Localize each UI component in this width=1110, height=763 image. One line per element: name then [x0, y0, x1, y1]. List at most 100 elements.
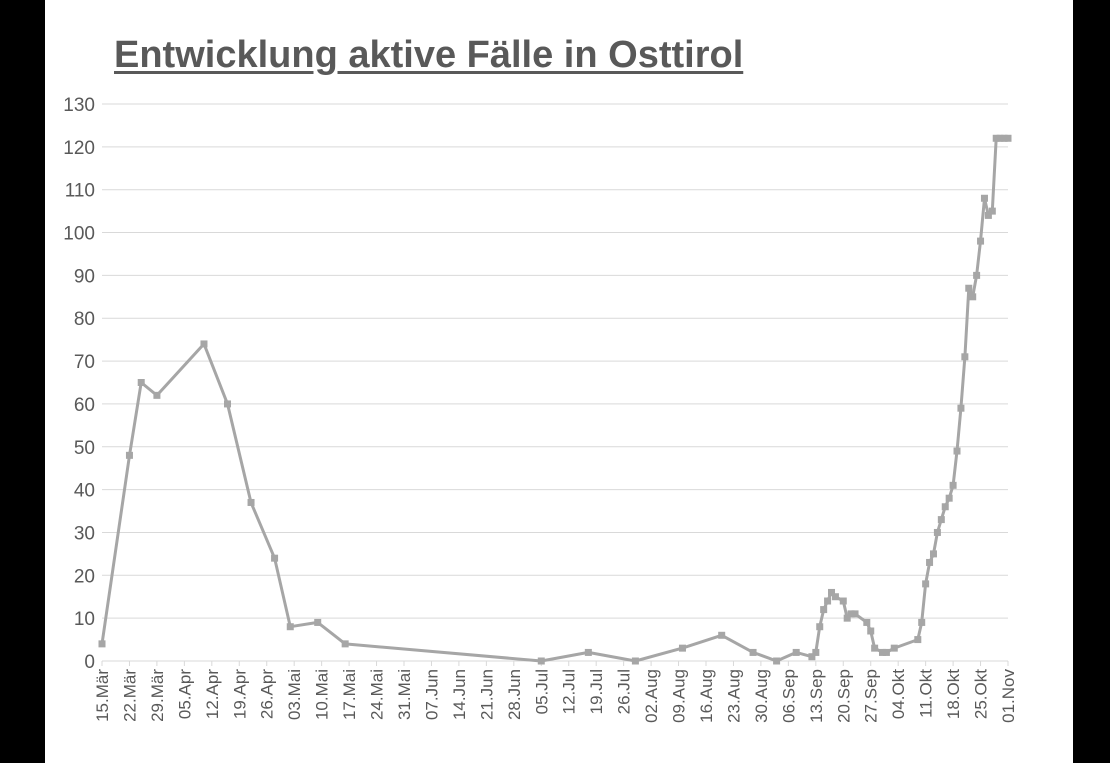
x-tick-label: 18.Okt — [944, 669, 963, 719]
y-tick-label: 110 — [65, 181, 95, 202]
data-point — [945, 494, 953, 502]
x-tick-label: 28.Jun — [505, 669, 524, 720]
data-point — [584, 648, 592, 656]
data-point — [678, 644, 686, 652]
data-point — [918, 618, 926, 626]
data-point — [137, 379, 145, 386]
y-tick-label: 120 — [63, 138, 95, 159]
x-tick-label: 11.Okt — [917, 669, 936, 718]
y-tick-label: 30 — [74, 523, 95, 544]
x-tick-label: 30.Aug — [752, 669, 771, 723]
x-tick-label: 27.Sep — [862, 669, 881, 723]
y-tick-label: 10 — [74, 609, 95, 630]
x-tick-label: 15.Mär — [93, 669, 112, 722]
x-tick-label: 05.Apr — [175, 669, 194, 719]
data-point — [1004, 134, 1012, 142]
x-tick-label: 23.Aug — [724, 669, 743, 723]
data-point — [792, 648, 800, 656]
y-tick-label: 70 — [74, 352, 95, 373]
data-point — [773, 657, 781, 665]
x-tick-label: 12.Jul — [560, 669, 579, 714]
data-point — [824, 597, 832, 605]
y-tick-label: 40 — [74, 481, 95, 502]
x-tick-label: 12.Apr — [203, 669, 222, 719]
data-point — [718, 631, 726, 639]
y-tick-label: 20 — [74, 566, 95, 587]
y-tick-label: 130 — [63, 95, 95, 116]
data-point — [847, 610, 855, 618]
data-point — [808, 653, 816, 661]
x-tick-label: 21.Jun — [477, 669, 496, 720]
y-tick-label: 90 — [74, 266, 95, 287]
data-point — [973, 271, 981, 279]
data-point — [937, 516, 945, 524]
data-point — [949, 481, 957, 489]
data-point — [933, 528, 941, 536]
axes: 0 10 20 30 40 50 60 70 80 90 100 110 120 130 15.Mär 22.… — [63, 95, 1018, 723]
data-point — [153, 391, 161, 399]
x-tick-label: 14.Jun — [450, 669, 469, 720]
series — [98, 134, 1012, 665]
data-point — [961, 353, 969, 361]
x-tick-label: 01.Nov — [999, 669, 1018, 723]
x-tick-label: 26.Jul — [615, 669, 634, 714]
series-line — [100, 136, 1008, 663]
data-point — [839, 597, 847, 605]
x-tick-label: 22.Mär — [120, 669, 139, 722]
data-point — [286, 623, 294, 631]
data-point — [984, 211, 992, 219]
data-point — [247, 498, 255, 506]
x-tick-label: 20.Sep — [834, 669, 853, 723]
y-tick-label: 0 — [84, 652, 95, 673]
gridlines — [102, 103, 1008, 619]
data-point — [98, 640, 106, 648]
x-tick-label: 07.Jun — [422, 669, 441, 720]
x-tick-label: 06.Sep — [779, 669, 798, 723]
data-point — [988, 207, 996, 215]
x-tick-label: 04.Okt — [889, 669, 908, 719]
data-point — [843, 614, 851, 622]
x-tick-label: 25.Okt — [972, 669, 991, 719]
y-tick-label: 80 — [74, 309, 95, 330]
data-point — [537, 657, 545, 665]
data-point — [816, 623, 824, 631]
data-point — [828, 588, 836, 596]
x-tick-label: 19.Jul — [587, 669, 606, 714]
data-point — [957, 404, 965, 412]
data-point — [125, 451, 133, 459]
data-point — [812, 648, 820, 656]
x-tick-label: 16.Aug — [697, 669, 716, 723]
data-point — [890, 644, 898, 652]
data-point — [965, 284, 973, 292]
x-tick-label: 26.Apr — [258, 669, 277, 719]
data-point — [969, 293, 977, 301]
data-point — [926, 558, 934, 566]
data-point — [878, 648, 886, 656]
data-point — [631, 657, 639, 665]
data-point — [871, 644, 879, 652]
data-point — [922, 580, 930, 588]
data-point — [749, 648, 757, 656]
data-point — [831, 593, 839, 601]
x-tick-label: 19.Apr — [230, 669, 249, 719]
data-point — [992, 134, 1000, 142]
x-tick-label: 31.Mai — [395, 669, 414, 720]
x-tick-label: 10.Mai — [313, 669, 332, 720]
data-point — [863, 618, 871, 626]
x-tick-label: 29.Mär — [148, 669, 167, 722]
data-point — [977, 237, 985, 245]
data-point — [200, 340, 208, 348]
x-tick-label: 05.Jul — [532, 669, 551, 714]
data-point — [914, 636, 922, 644]
data-point — [882, 648, 890, 656]
data-point — [996, 134, 1004, 142]
data-point — [314, 618, 322, 626]
y-tick-label: 50 — [74, 438, 95, 459]
y-tick-label: 60 — [74, 395, 95, 416]
data-point — [341, 640, 349, 648]
data-point — [980, 194, 988, 202]
data-point — [224, 400, 232, 408]
data-point — [867, 627, 875, 635]
data-point — [1000, 134, 1008, 142]
